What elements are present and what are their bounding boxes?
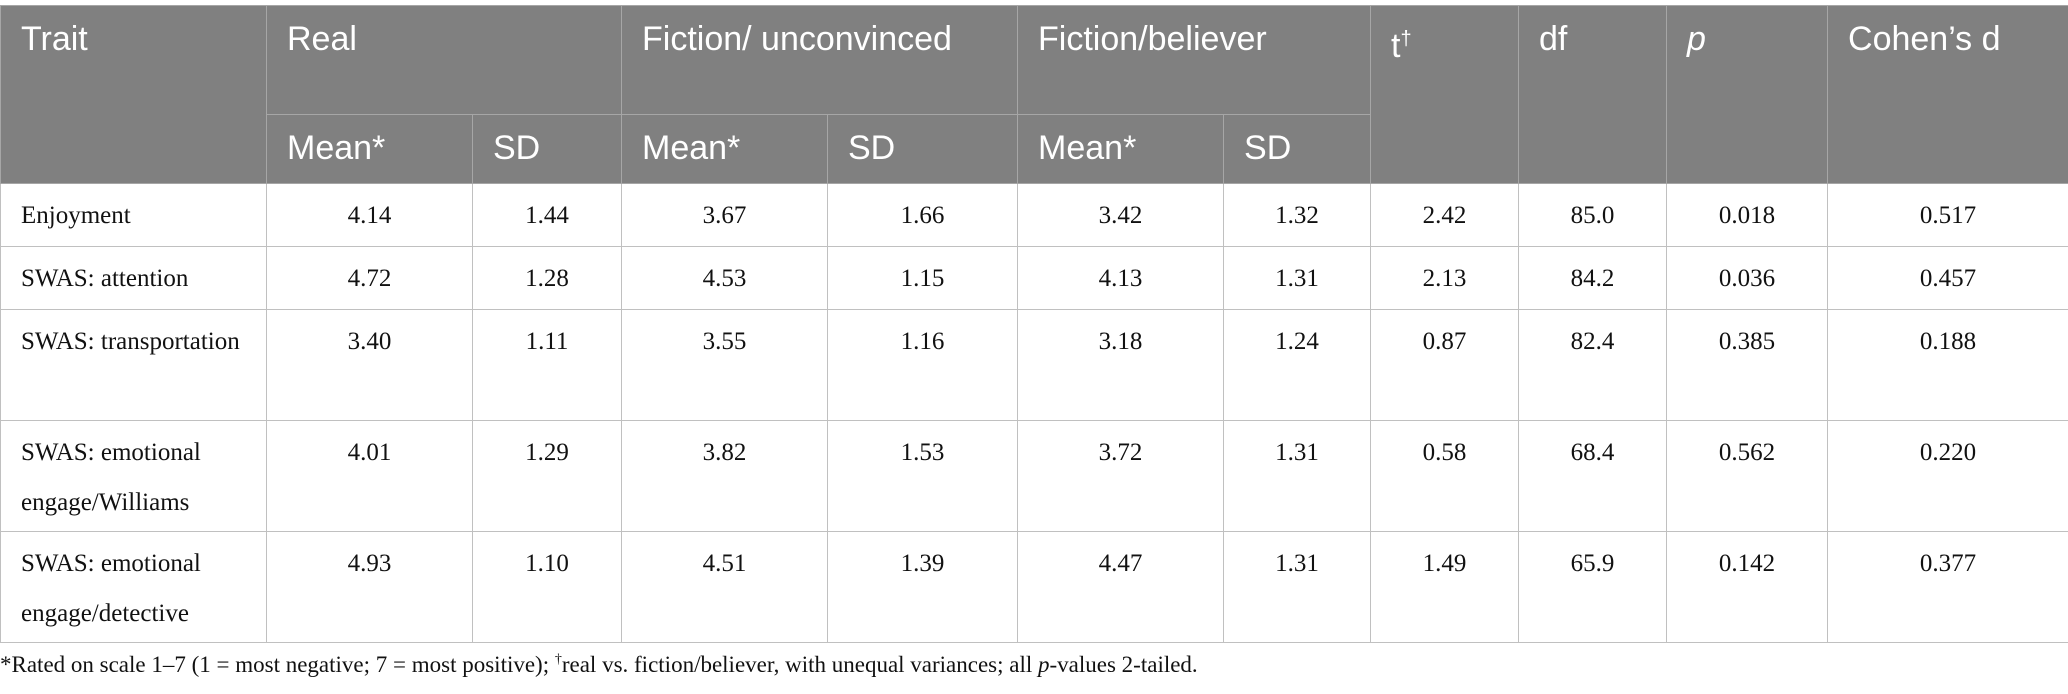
cell-cohens-d: 0.457 [1827, 246, 2068, 310]
cell-cohens-d: 0.377 [1827, 531, 2068, 643]
cell-fb-mean: 4.13 [1017, 246, 1225, 310]
header-fu-sd: SD [826, 114, 1019, 184]
header-fb-mean: Mean* [1017, 114, 1225, 184]
cell-df: 65.9 [1518, 531, 1668, 643]
table-row: SWAS: transportation 3.40 1.11 3.55 1.16… [0, 309, 2068, 421]
table-row: Enjoyment 4.14 1.44 3.67 1.66 3.42 1.32 … [0, 183, 2068, 247]
cell-t: 1.49 [1370, 531, 1520, 643]
cell-p: 0.142 [1666, 531, 1829, 643]
header-trait: Trait [0, 5, 267, 184]
cell-fu-mean: 3.55 [621, 309, 828, 421]
cell-fb-sd: 1.31 [1223, 531, 1372, 643]
cell-fb-mean: 3.42 [1017, 183, 1225, 247]
header-t-dagger: † [1400, 28, 1412, 50]
header-p: p [1666, 5, 1829, 184]
cell-real-mean: 4.01 [266, 420, 473, 532]
cell-fu-sd: 1.39 [826, 531, 1019, 643]
cell-df: 82.4 [1518, 309, 1668, 421]
results-table: Trait Real Fiction/ unconvinced Fiction/… [0, 5, 2068, 643]
cell-real-sd: 1.29 [472, 420, 622, 532]
cell-trait: Enjoyment [0, 183, 267, 247]
cell-real-mean: 4.93 [266, 531, 473, 643]
footnote-comparison-note: real vs. fiction/believer, with unequal … [561, 652, 1039, 677]
cell-fb-mean: 3.72 [1017, 420, 1225, 532]
cell-fu-mean: 4.51 [621, 531, 828, 643]
cell-fb-mean: 3.18 [1017, 309, 1225, 421]
footnote-dagger: † [554, 652, 562, 667]
header-cohens-d: Cohen’s d [1827, 5, 2068, 184]
cell-t: 2.13 [1370, 246, 1520, 310]
header-df: df [1518, 5, 1668, 184]
cell-cohens-d: 0.220 [1827, 420, 2068, 532]
cell-real-sd: 1.11 [472, 309, 622, 421]
cell-p: 0.036 [1666, 246, 1829, 310]
cell-real-mean: 3.40 [266, 309, 473, 421]
cell-t: 0.58 [1370, 420, 1520, 532]
cell-fb-sd: 1.31 [1223, 246, 1372, 310]
header-t: t† [1370, 5, 1520, 184]
cell-p: 0.562 [1666, 420, 1829, 532]
header-fb-sd: SD [1223, 114, 1372, 184]
cell-t: 0.87 [1370, 309, 1520, 421]
cell-trait: SWAS: transportation [0, 309, 267, 421]
cell-t: 2.42 [1370, 183, 1520, 247]
cell-fu-mean: 3.67 [621, 183, 828, 247]
cell-fb-sd: 1.31 [1223, 420, 1372, 532]
cell-trait: SWAS: emotional engage/Williams [0, 420, 267, 532]
footnote-scale-note: *Rated on scale 1–7 (1 = most negative; … [0, 652, 555, 677]
footnote-end: -values 2-tailed. [1049, 652, 1198, 677]
cell-fu-sd: 1.16 [826, 309, 1019, 421]
table-row: SWAS: emotional engage/detective 4.93 1.… [0, 531, 2068, 643]
cell-fu-sd: 1.66 [826, 183, 1019, 247]
cell-cohens-d: 0.517 [1827, 183, 2068, 247]
cell-p: 0.018 [1666, 183, 1829, 247]
cell-fb-sd: 1.32 [1223, 183, 1372, 247]
cell-real-mean: 4.72 [266, 246, 473, 310]
header-fu-mean: Mean* [621, 114, 828, 184]
cell-fb-mean: 4.47 [1017, 531, 1225, 643]
cell-trait: SWAS: attention [0, 246, 267, 310]
header-real-sd: SD [472, 114, 622, 184]
cell-real-sd: 1.44 [472, 183, 622, 247]
cell-df: 84.2 [1518, 246, 1668, 310]
table-row: SWAS: attention 4.72 1.28 4.53 1.15 4.13… [0, 246, 2068, 310]
cell-df: 68.4 [1518, 420, 1668, 532]
cell-fu-sd: 1.53 [826, 420, 1019, 532]
cell-real-sd: 1.28 [472, 246, 622, 310]
header-real: Real [266, 5, 622, 115]
cell-fu-mean: 3.82 [621, 420, 828, 532]
cell-trait: SWAS: emotional engage/detective [0, 531, 267, 643]
header-fiction-believer: Fiction/believer [1017, 5, 1372, 115]
table-row: SWAS: emotional engage/Williams 4.01 1.2… [0, 420, 2068, 532]
table-footnote: *Rated on scale 1–7 (1 = most negative; … [0, 652, 2068, 678]
footnote-p-italic: p [1038, 652, 1050, 677]
header-real-mean: Mean* [266, 114, 473, 184]
cell-cohens-d: 0.188 [1827, 309, 2068, 421]
cell-p: 0.385 [1666, 309, 1829, 421]
cell-fb-sd: 1.24 [1223, 309, 1372, 421]
cell-real-sd: 1.10 [472, 531, 622, 643]
cell-fu-mean: 4.53 [621, 246, 828, 310]
cell-df: 85.0 [1518, 183, 1668, 247]
header-t-label: t [1391, 27, 1401, 65]
cell-fu-sd: 1.15 [826, 246, 1019, 310]
cell-real-mean: 4.14 [266, 183, 473, 247]
header-fiction-unconvinced: Fiction/ unconvinced [620, 5, 1019, 115]
